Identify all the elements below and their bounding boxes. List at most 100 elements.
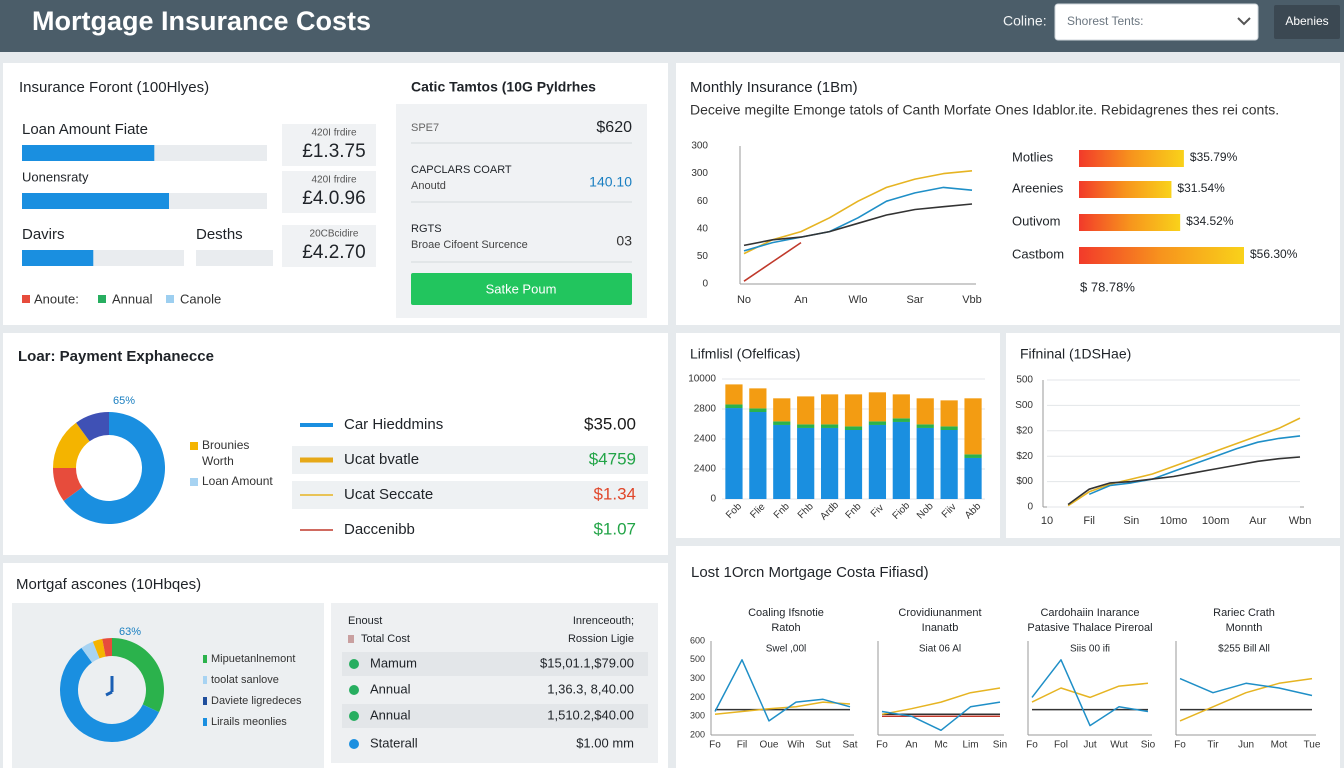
- hbar-value: $35.79%: [1190, 150, 1238, 164]
- x-tick-label: Fol: [1054, 740, 1068, 751]
- select-value[interactable]: Shorest Tents:: [1067, 14, 1144, 28]
- legend-label: Mipuetanlnemont: [211, 653, 295, 665]
- y-tick-label: 40: [697, 223, 709, 234]
- line-series: [714, 659, 851, 722]
- x-tick-label: An: [794, 294, 807, 306]
- y-tick-label: 300: [690, 711, 705, 721]
- hbar-value: $31.54%: [1177, 181, 1225, 195]
- x-tick-label: 10: [1041, 515, 1053, 527]
- panel-title: Fifninal (1DSHae): [1020, 346, 1131, 362]
- bar-segment: [940, 426, 958, 430]
- bar-segment: [749, 388, 767, 409]
- catic-head: $620: [596, 119, 632, 136]
- legend-label: Worth: [202, 454, 234, 468]
- x-tick-label: Sat: [842, 740, 857, 751]
- y-tick-label: 300: [690, 673, 705, 683]
- bar-segment: [892, 418, 910, 422]
- legend-swatch: [98, 295, 106, 303]
- bar-segment: [820, 394, 839, 425]
- value-box: [282, 225, 376, 267]
- x-tick-label: Fil: [1083, 515, 1095, 527]
- panel-title: Catic Tamtos (10G Pyldrhes: [411, 79, 596, 95]
- mini-title: Crovidiunanment: [898, 607, 981, 619]
- y-tick-label: $20: [1016, 425, 1033, 436]
- y-tick-label: 10000: [688, 374, 716, 385]
- donut-segment: [92, 638, 106, 659]
- y-tick-label: 0: [710, 494, 716, 505]
- legend-swatch: [190, 478, 198, 486]
- value-caption: 420I frdire: [311, 175, 356, 186]
- x-tick-label: Vbb: [962, 294, 982, 306]
- header-button[interactable]: [1274, 5, 1340, 39]
- bar-segment: [820, 424, 839, 428]
- bar-segment: [964, 457, 982, 499]
- x-tick-label: Tir: [1207, 740, 1219, 751]
- line-series: [881, 687, 1001, 716]
- bar-segment: [868, 421, 887, 425]
- x-tick-label: Sio: [1141, 740, 1156, 751]
- hbar-value: $34.52%: [1186, 214, 1234, 228]
- bar-segment: [749, 408, 767, 412]
- mini-title: Coaling Ifsnotie: [748, 607, 824, 619]
- header-button-label[interactable]: Abenies: [1285, 14, 1328, 28]
- row-value: 1,510.2,$40.00: [547, 707, 634, 722]
- row-name: Ucat bvatle: [344, 451, 419, 468]
- panel: [1006, 333, 1340, 538]
- row-shade: [342, 652, 648, 676]
- mini-title: Monnth: [1226, 622, 1263, 634]
- value-amount: £4.2.70: [302, 242, 365, 263]
- catic-head: SPE7: [411, 122, 439, 134]
- bar-track: [196, 250, 273, 266]
- row-value: $15,01.1,$79.00: [540, 655, 634, 670]
- chevron[interactable]: [1237, 17, 1251, 26]
- x-tick-label: Tue: [1304, 740, 1321, 751]
- row-shade: [292, 481, 648, 509]
- bar-segment: [820, 427, 839, 499]
- x-tick-label: An: [905, 740, 917, 751]
- x-tick-label: Mot: [1271, 740, 1288, 751]
- x-tick-label: Fo: [1026, 740, 1038, 751]
- mini-title: Inanatb: [922, 622, 959, 634]
- row-value: $1.00 mm: [576, 735, 634, 750]
- row-value: $35.00: [584, 414, 636, 433]
- y-tick-label: 2800: [694, 404, 717, 415]
- action-button[interactable]: [411, 273, 632, 305]
- legend-swatch: [22, 295, 30, 303]
- hbar-value: $56.30%: [1250, 247, 1298, 261]
- item-sub: Broae Cifoent Surcence: [411, 239, 528, 251]
- bar-segment: [749, 412, 767, 499]
- legend-label: Canole: [180, 291, 221, 306]
- x-tick-label: 10mo: [1160, 515, 1188, 527]
- page-title: Mortgage Insurance Costs: [32, 6, 371, 36]
- legend-swatch: [166, 295, 174, 303]
- row-value: $1.34: [593, 484, 636, 503]
- mini-title: Ratoh: [771, 622, 800, 634]
- x-tick-label: Sut: [815, 740, 830, 751]
- table-header: Rossion Ligie: [568, 633, 634, 645]
- x-tick-label: Fo: [709, 740, 721, 751]
- table-header: Enoust: [348, 615, 382, 627]
- x-tick-label: Sin: [993, 740, 1007, 751]
- line-series: [1067, 456, 1301, 506]
- panel: [676, 63, 1340, 325]
- item-title: RGTS: [411, 223, 442, 235]
- bar-segment: [868, 424, 887, 499]
- x-tick-label: No: [737, 294, 751, 306]
- line-series: [1179, 677, 1313, 697]
- hbar: [1079, 150, 1184, 167]
- action-button-label[interactable]: Satke Poum: [486, 281, 557, 296]
- legend-swatch: [203, 655, 207, 663]
- row-name: Annual: [370, 707, 411, 722]
- select-box[interactable]: [1054, 3, 1259, 41]
- line-series: [714, 701, 851, 716]
- y-tick-label: 0: [702, 279, 708, 290]
- row-dot: [349, 739, 359, 749]
- x-tick-label: Sin: [1123, 515, 1139, 527]
- bar-segment: [916, 398, 934, 425]
- bar-segment: [892, 421, 910, 499]
- bar-segment: [725, 384, 743, 405]
- mini-sub: Siis 00 ifi: [1070, 644, 1110, 655]
- bar-segment: [773, 398, 791, 422]
